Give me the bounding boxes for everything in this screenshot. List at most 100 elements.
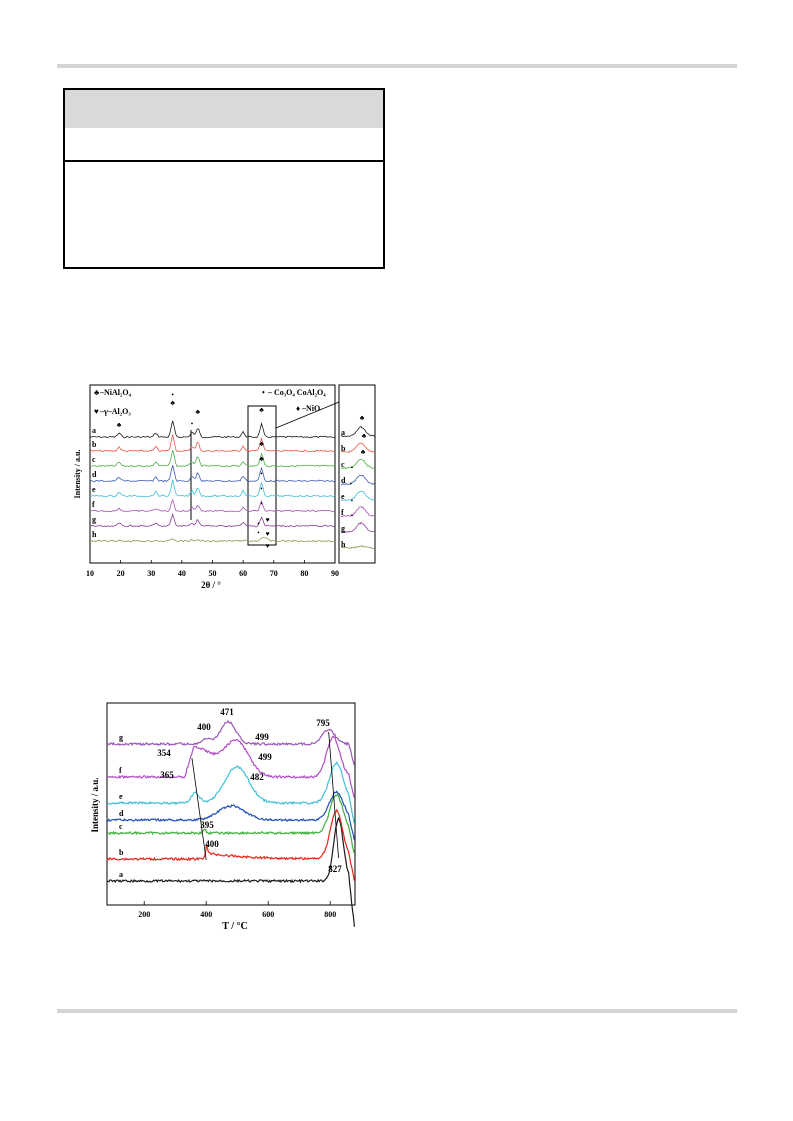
tpr-peak-label: 354 bbox=[157, 748, 171, 758]
xrd-inset-marker: ♣ bbox=[362, 432, 367, 440]
xrd-inset-series-f bbox=[340, 506, 375, 518]
xrd-series-label: f bbox=[92, 500, 95, 509]
table-header-rule bbox=[65, 160, 383, 162]
xrd-peak-marker: ♥ bbox=[266, 530, 270, 538]
table-frame bbox=[63, 88, 385, 269]
xrd-peak-marker: ♥ bbox=[266, 516, 270, 524]
xrd-peak-marker: ♣ bbox=[259, 455, 264, 463]
xrd-peak-marker: ♣ bbox=[170, 399, 175, 407]
xrd-inset-series-a bbox=[340, 425, 376, 438]
xrd-legend-symbol: ♥ bbox=[94, 407, 99, 416]
xrd-inset-marker: • bbox=[351, 512, 354, 520]
xrd-x-tick-label: 60 bbox=[239, 569, 247, 578]
xrd-series-label: b bbox=[92, 440, 97, 449]
tpr-peak-label: 482 bbox=[250, 772, 264, 782]
xrd-legend-item: ♦ –NiO bbox=[296, 404, 320, 413]
tpr-series-e bbox=[106, 761, 355, 825]
xrd-peak-marker: • bbox=[260, 470, 263, 478]
xrd-peak-marker: • bbox=[191, 420, 194, 428]
tpr-series-label: g bbox=[119, 733, 123, 742]
xrd-series-label: g bbox=[92, 515, 96, 524]
xrd-legend-text: – Co₃O₄ CoAl₂O₄ bbox=[267, 388, 326, 397]
xrd-inset-series-h bbox=[340, 544, 376, 550]
xrd-x-tick-label: 80 bbox=[300, 569, 308, 578]
xrd-inset-marker: ♣ bbox=[360, 414, 365, 422]
tpr-series-label: d bbox=[119, 809, 124, 818]
xrd-x-tick-label: 20 bbox=[117, 569, 125, 578]
xrd-series-label: e bbox=[92, 485, 96, 494]
tpr-peak-label: 795 bbox=[316, 718, 330, 728]
tpr-series-c bbox=[106, 793, 355, 854]
tpr-x-axis-label: T / °C bbox=[222, 921, 248, 932]
xrd-series-e bbox=[89, 479, 336, 498]
xrd-inset-series-e bbox=[340, 490, 376, 502]
tpr-series-label: a bbox=[119, 870, 123, 879]
tpr-x-tick-label: 200 bbox=[138, 910, 150, 919]
xrd-peak-marker: ♣ bbox=[259, 440, 264, 448]
xrd-inset-series-label: c bbox=[341, 460, 345, 469]
xrd-inset-series-label: a bbox=[341, 428, 345, 437]
xrd-legend-symbol: ♦ bbox=[296, 404, 300, 413]
xrd-inset-series-g bbox=[340, 521, 376, 534]
xrd-inset-marker: ♣ bbox=[361, 448, 366, 456]
xrd-legend-item: • – Co₃O₄ CoAl₂O₄ bbox=[262, 388, 326, 397]
xrd-legend-symbol: • bbox=[262, 388, 265, 397]
xrd-x-axis-label: 2θ / ° bbox=[201, 580, 221, 590]
xrd-inset-series-label: h bbox=[341, 540, 346, 549]
xrd-inset-series-label: d bbox=[341, 476, 346, 485]
xrd-series-label: d bbox=[92, 470, 97, 479]
xrd-peak-marker: • bbox=[260, 485, 263, 493]
tpr-peak-label: 395 bbox=[200, 820, 214, 830]
xrd-peak-marker: • bbox=[257, 529, 260, 537]
xrd-peak-marker: ♥ bbox=[266, 542, 270, 550]
xrd-legend-symbol: ♣ bbox=[94, 388, 100, 397]
xrd-series-label: h bbox=[92, 530, 97, 539]
tpr-guide-low bbox=[191, 757, 207, 861]
xrd-inset-series-label: g bbox=[341, 524, 345, 533]
xrd-series-label: a bbox=[92, 426, 96, 435]
xrd-series-label: c bbox=[92, 455, 96, 464]
tpr-peak-label: 400 bbox=[205, 839, 219, 849]
xrd-legend-text: –NiO bbox=[301, 404, 320, 413]
tpr-plot-frame bbox=[106, 702, 356, 906]
tpr-series-b bbox=[106, 808, 355, 881]
xrd-peak-marker: ♣ bbox=[196, 408, 201, 416]
tpr-peak-label: 499 bbox=[258, 752, 272, 762]
tpr-series-label: c bbox=[119, 822, 123, 831]
xrd-series-g bbox=[89, 512, 336, 528]
xrd-legend-item: ♥ –γ–Al₂O₃ bbox=[94, 407, 131, 416]
xrd-peak-marker: • bbox=[260, 500, 263, 508]
tpr-peak-label: 471 bbox=[220, 707, 234, 717]
xrd-inset-series-label: e bbox=[341, 492, 345, 501]
xrd-inset-frame bbox=[338, 384, 376, 564]
tpr-series-label: f bbox=[119, 766, 122, 775]
xrd-x-tick-label: 50 bbox=[209, 569, 217, 578]
xrd-zoom-box bbox=[247, 405, 277, 546]
tpr-guide-high bbox=[328, 731, 339, 859]
tpr-x-tick-label: 600 bbox=[262, 910, 274, 919]
tpr-x-tick-label: 400 bbox=[200, 910, 212, 919]
tpr-peak-label: 400 bbox=[197, 722, 211, 732]
xrd-inset-marker: • bbox=[351, 464, 354, 472]
xrd-inset-marker: • bbox=[350, 480, 353, 488]
xrd-series-f bbox=[89, 498, 336, 513]
xrd-series-h bbox=[89, 536, 336, 543]
xrd-zoom-connector bbox=[275, 401, 340, 429]
header-rule bbox=[57, 64, 737, 68]
xrd-series-a bbox=[89, 420, 336, 439]
xrd-peak-marker: • bbox=[257, 520, 260, 528]
xrd-inset-series-d bbox=[340, 474, 376, 486]
xrd-x-tick-label: 40 bbox=[178, 569, 186, 578]
xrd-x-tick-label: 30 bbox=[147, 569, 155, 578]
xrd-series-d bbox=[89, 464, 336, 483]
xrd-series-c bbox=[89, 450, 336, 468]
footer-rule bbox=[57, 1009, 737, 1013]
xrd-legend-item: ♣ –NiAl₂O₄ bbox=[94, 388, 132, 397]
xrd-inset-series-b bbox=[340, 442, 376, 454]
xrd-x-tick-label: 10 bbox=[86, 569, 94, 578]
tpr-x-tick-label: 800 bbox=[324, 910, 336, 919]
xrd-peak-marker: ♣ bbox=[259, 406, 264, 414]
tpr-peak-label: 499 bbox=[255, 732, 269, 742]
